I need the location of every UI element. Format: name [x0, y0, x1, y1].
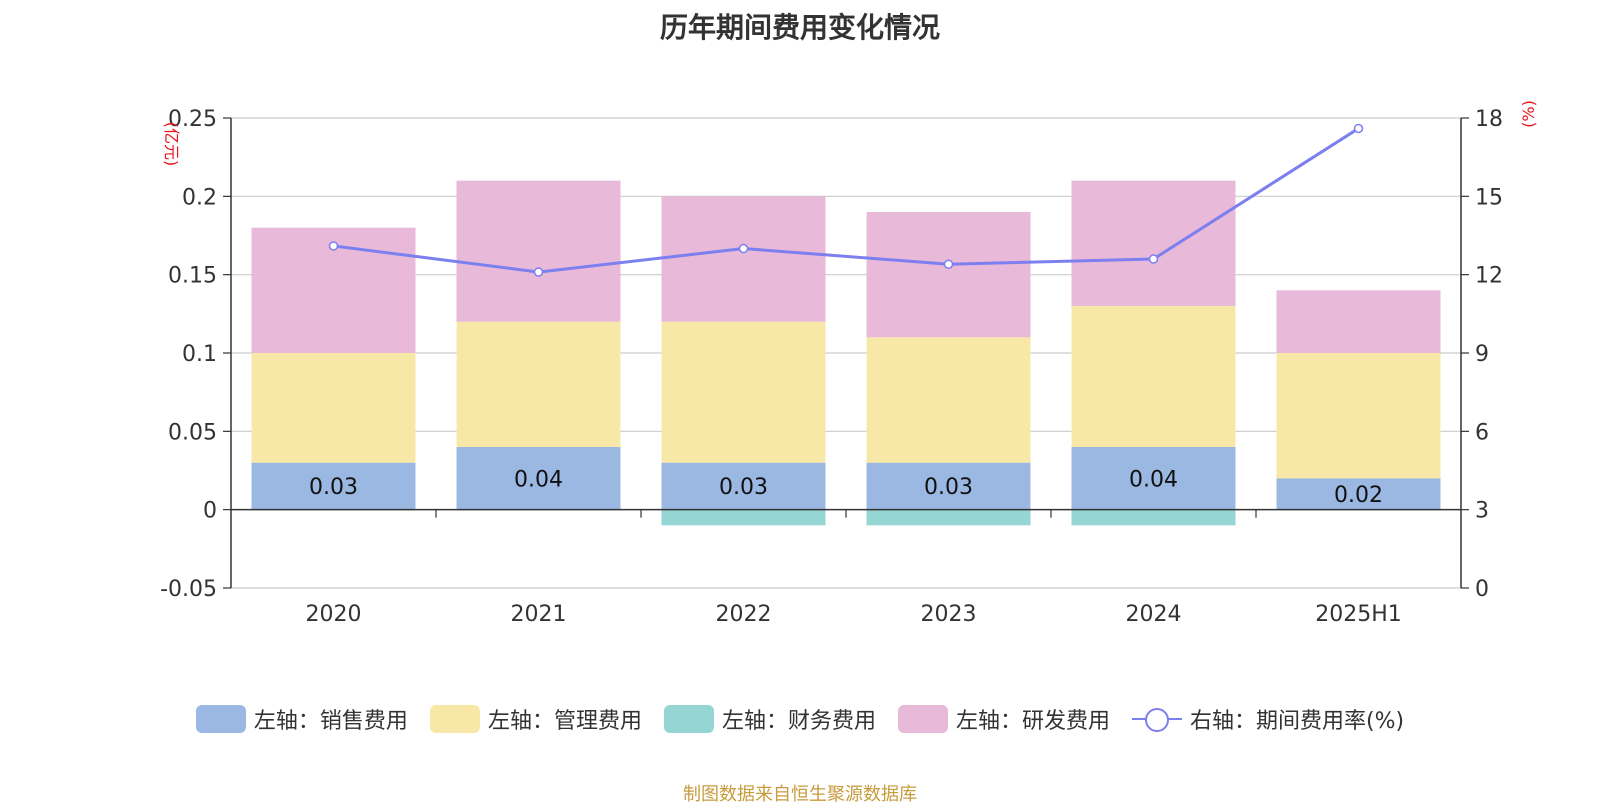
- legend-swatch-sales: [195, 705, 246, 733]
- chart-plot: 0.25 0.2 0.15 0.1 0.05 0 -0.05 18 15 12 9 6 3 0 (亿元) (%…: [160, 100, 1538, 627]
- expense-rate-point: [1148, 254, 1159, 264]
- legend-label-expense-rate: 右轴：期间费用率(%): [1189, 709, 1405, 734]
- bar-segment: [1276, 353, 1441, 479]
- bar-segment: [661, 321, 826, 463]
- x-tick-label: 2023: [921, 602, 977, 627]
- y-right-tick-label: 9: [1475, 342, 1489, 367]
- y-right-tick-label: 15: [1475, 185, 1503, 210]
- expense-rate-point: [943, 259, 954, 269]
- legend-item-expense-rate[interactable]: 右轴：期间费用率(%): [1131, 703, 1405, 735]
- expense-rate-point: [328, 241, 339, 251]
- expense-rate-line: [333, 127, 1360, 274]
- y-left-tick-label: 0: [203, 499, 217, 524]
- expense-rate-point: [1353, 123, 1364, 134]
- expense-rate-point: [533, 267, 544, 277]
- bar-segment: [866, 337, 1031, 463]
- data-source-note: 制图数据来自恒生聚源数据库: [683, 784, 917, 805]
- legend-swatch-rnd: [897, 705, 948, 733]
- y-right-tick-label: 3: [1475, 499, 1489, 524]
- y-left-unit-label: (亿元): [162, 122, 181, 167]
- bar-segment: [866, 212, 1031, 338]
- bar-data-label: 0.04: [514, 467, 563, 492]
- y-left-tick-label: 0.2: [182, 185, 217, 210]
- legend-swatch-admin: [429, 705, 480, 733]
- bar-segment: [1071, 447, 1236, 510]
- y-left-tick-label: 0.25: [168, 107, 217, 132]
- legend-item-rnd[interactable]: 左轴：研发费用: [897, 703, 1110, 735]
- y-left-tick-label: 0.05: [168, 420, 217, 445]
- bar-data-label: 0.04: [1129, 467, 1178, 492]
- chart-legend: 左轴：销售费用 左轴：管理费用 左轴：财务费用 左轴：研发费用 右轴：期间费用率…: [0, 703, 1600, 735]
- legend-swatch-expense-rate: [1131, 705, 1182, 733]
- bar-data-label: 0.03: [924, 475, 973, 500]
- bar-segment: [456, 321, 621, 447]
- bar-segment: [456, 447, 621, 510]
- bar-segment: [1071, 306, 1236, 447]
- legend-swatch-finance: [663, 705, 714, 733]
- bar-data-label: 0.03: [719, 475, 768, 500]
- legend-label-admin: 左轴：管理费用: [487, 709, 642, 734]
- bar-segment: [1071, 180, 1236, 306]
- x-tick-label: 2025H1: [1315, 602, 1402, 627]
- bar-data-label: 0.03: [309, 475, 358, 500]
- bar-data-label: 0.02: [1334, 483, 1383, 508]
- bar-segment: [661, 462, 826, 510]
- y-left-tick-label: -0.05: [160, 577, 217, 602]
- chart-title: 历年期间费用变化情况: [659, 11, 940, 44]
- bar-segment: [1071, 509, 1236, 526]
- legend-label-sales: 左轴：销售费用: [253, 709, 408, 734]
- bar-segment: [456, 180, 621, 322]
- bar-segment: [251, 462, 416, 510]
- y-right-tick-label: 6: [1475, 420, 1489, 445]
- legend-item-sales[interactable]: 左轴：销售费用: [195, 703, 408, 735]
- legend-label-finance: 左轴：财务费用: [721, 709, 876, 734]
- legend-item-admin[interactable]: 左轴：管理费用: [429, 703, 642, 735]
- y-right-unit-label: (%): [1519, 100, 1538, 128]
- bar-segment: [866, 462, 1031, 510]
- y-left-tick-label: 0.1: [182, 342, 217, 367]
- x-tick-label: 2022: [716, 602, 772, 627]
- bar-segment: [1276, 290, 1441, 353]
- x-tick-label: 2021: [511, 602, 567, 627]
- y-right-tick-label: 0: [1475, 577, 1489, 602]
- bar-segment: [661, 196, 826, 322]
- x-tick-label: 2020: [306, 602, 362, 627]
- bar-segment: [251, 353, 416, 463]
- legend-label-rnd: 左轴：研发费用: [955, 709, 1110, 734]
- legend-item-finance[interactable]: 左轴：财务费用: [663, 703, 876, 735]
- bar-segment: [1276, 478, 1441, 510]
- x-tick-label: 2024: [1126, 602, 1182, 627]
- y-right-tick-label: 18: [1475, 107, 1503, 132]
- y-right-tick-label: 12: [1475, 264, 1503, 289]
- bar-segment: [866, 509, 1031, 526]
- y-left-tick-label: 0.15: [168, 264, 217, 289]
- expense-rate-point: [738, 243, 749, 254]
- bar-segment: [661, 509, 826, 526]
